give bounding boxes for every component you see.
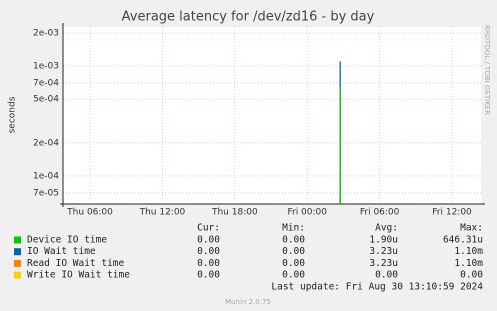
x-tick-label: Thu 18:00: [211, 208, 258, 218]
legend-value: 1.10m: [454, 246, 483, 257]
legend-value: 0.00: [197, 235, 220, 246]
y-tick-label: 5e-04: [33, 95, 59, 105]
legend-swatch: [14, 271, 21, 279]
legend-label: Write IO Wait time: [27, 270, 130, 281]
generator: Munin 2.0.75: [225, 298, 271, 306]
y-tick-label: 2e-04: [33, 138, 59, 148]
legend-value: 0.00: [282, 270, 305, 281]
legend-label: Device IO time: [27, 235, 107, 246]
legend-value: 0.00: [375, 270, 398, 281]
x-tick-label: Thu 12:00: [139, 208, 186, 218]
x-tick-label: Fri 06:00: [360, 208, 400, 218]
x-tick-label: Fri 12:00: [432, 208, 472, 218]
legend-value: 0.00: [197, 270, 220, 281]
legend-value: 0.00: [197, 258, 220, 269]
y-tick-label: 7e-04: [33, 79, 59, 89]
last-update: Last update: Fri Aug 30 13:10:59 2024: [271, 282, 483, 293]
legend-swatch: [14, 236, 21, 244]
y-tick-label: 1e-03: [33, 62, 59, 72]
legend-header: Min:: [282, 223, 305, 234]
y-axis-label: seconds: [8, 96, 18, 133]
x-tick-label: Fri 00:00: [287, 208, 327, 218]
legend-value: 3.23u: [369, 246, 398, 257]
y-tick-label: 2e-03: [33, 29, 59, 39]
legend-header: Max:: [460, 223, 483, 234]
legend-label: IO Wait time: [27, 246, 96, 257]
legend-value: 0.00: [282, 235, 305, 246]
legend-value: 0.00: [282, 258, 305, 269]
legend-header: Avg:: [375, 223, 398, 234]
legend-value: 3.23u: [369, 258, 398, 269]
legend-label: Read IO Wait time: [27, 258, 125, 269]
legend-value: 1.10m: [454, 258, 483, 269]
y-tick-label: 7e-05: [33, 188, 59, 198]
legend-value: 0.00: [197, 246, 220, 257]
legend-value: 646.31u: [443, 235, 483, 246]
legend-value: 0.00: [460, 270, 483, 281]
plot-area: [63, 27, 481, 204]
legend-swatch: [14, 259, 21, 267]
watermark: RRDTOOL / TOBI OETIKER: [483, 25, 491, 115]
y-tick-label: 1e-04: [33, 171, 59, 181]
legend-value: 1.90u: [369, 235, 398, 246]
legend-value: 0.00: [282, 246, 305, 257]
chart-title: Average latency for /dev/zd16 - by day: [122, 10, 375, 25]
legend-header: Cur:: [197, 223, 220, 234]
x-tick-label: Thu 06:00: [66, 208, 113, 218]
legend-swatch: [14, 248, 21, 256]
